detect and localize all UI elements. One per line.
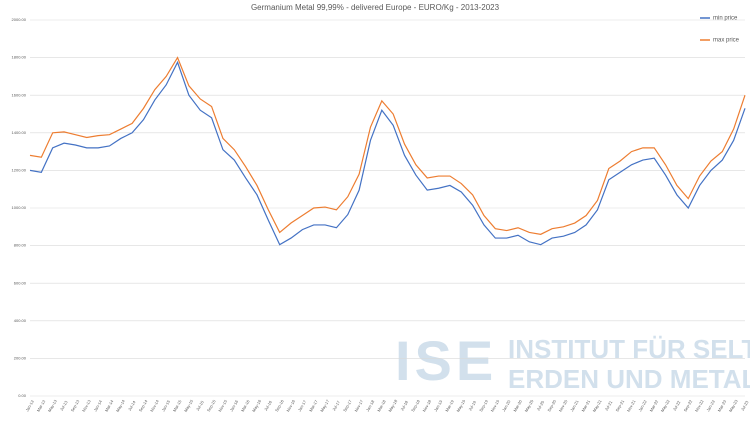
x-tick-label: Sep-13	[70, 398, 81, 412]
x-tick-label: Jan-14	[92, 399, 103, 413]
x-tick-label: Nov-14	[149, 398, 160, 412]
x-tick-label: Jan-21	[569, 399, 580, 413]
x-tick-label: May-16	[251, 398, 262, 413]
x-tick-label: Sep-21	[614, 398, 625, 412]
x-tick-label: Nov-17	[353, 398, 364, 412]
x-tick-label: Jul-15	[195, 399, 205, 412]
x-tick-label: Jul-22	[672, 399, 682, 412]
y-tick-label: 600.00	[14, 280, 27, 285]
x-tick-label: May-15	[183, 398, 194, 413]
x-tick-label: Jan-15	[161, 399, 172, 413]
x-tick-label: Jan-23	[705, 399, 716, 413]
y-tick-label: 800.00	[14, 243, 27, 248]
x-tick-label: Nov-22	[694, 398, 705, 412]
x-tick-label: Jan-20	[501, 399, 512, 413]
x-tick-label: Sep-16	[274, 398, 285, 412]
watermark-line: ERDEN UND METALLE AG	[508, 364, 750, 394]
x-tick-label: Nov-16	[285, 398, 296, 412]
y-tick-label: 2000.00	[12, 17, 27, 22]
x-tick-label: Sep-17	[342, 398, 353, 412]
x-tick-label: Sep-15	[206, 398, 217, 412]
chart-title: Germanium Metal 99,99% - delivered Europ…	[251, 3, 500, 12]
x-tick-label: Sep-14	[138, 398, 149, 412]
legend-label: min price	[713, 16, 738, 22]
watermark: ISE INSTITUT FÜR SELTENE ERDEN UND METAL…	[395, 329, 750, 394]
x-tick-label: Mar-23	[717, 398, 728, 412]
x-tick-label: Sep-22	[682, 398, 693, 412]
x-tick-label: May-13	[47, 398, 58, 413]
x-tick-label: Jan-17	[297, 399, 308, 413]
x-tick-label: Sep-18	[410, 398, 421, 412]
x-tick-label: Mar-13	[36, 398, 47, 412]
x-tick-label: Mar-16	[240, 398, 251, 412]
x-tick-label: Mar-21	[580, 398, 591, 412]
x-tick-label: Jan-19	[433, 399, 444, 413]
legend-label: max price	[713, 38, 740, 44]
x-tick-label: Jul-14	[127, 399, 137, 412]
x-tick-label: Jan-16	[229, 399, 240, 413]
x-tick-label: Nov-15	[217, 398, 228, 412]
watermark-line: INSTITUT FÜR SELTENE	[508, 334, 750, 364]
x-tick-label: Jul-17	[331, 399, 341, 412]
x-tick-label: Jul-13	[59, 399, 69, 412]
y-tick-label: 1800.00	[12, 55, 27, 60]
x-tick-label: Mar-18	[376, 398, 387, 412]
x-tick-label: Nov-18	[421, 398, 432, 412]
y-tick-label: 1200.00	[12, 167, 27, 172]
x-tick-label: May-19	[455, 398, 466, 413]
x-tick-label: Jul-19	[467, 399, 477, 412]
x-tick-label: Mar-15	[172, 398, 183, 412]
x-tick-label: Jul-18	[399, 399, 409, 412]
x-tick-label: May-18	[387, 398, 398, 413]
x-tick-label: Nov-19	[490, 398, 501, 412]
y-tick-label: 200.00	[14, 355, 27, 360]
x-tick-label: Jan-18	[365, 399, 376, 413]
line-series	[29, 60, 746, 246]
watermark-logo: ISE	[395, 329, 497, 392]
x-tick-label: May-17	[319, 398, 330, 413]
x-tick-label: Mar-22	[648, 398, 659, 412]
x-tick-label: Mar-17	[308, 398, 319, 412]
x-tick-label: Mar-20	[512, 398, 523, 412]
x-tick-label: May-20	[523, 398, 534, 413]
x-tick-label: Nov-21	[626, 398, 637, 412]
x-tick-label: Mar-19	[444, 398, 455, 412]
x-tick-label: May-14	[115, 398, 126, 413]
x-tick-label: Jul-23	[740, 399, 750, 412]
x-tick-label: Sep-20	[546, 398, 557, 412]
x-tick-label: May-23	[728, 398, 739, 413]
y-tick-label: 1000.00	[12, 205, 27, 210]
line-series	[29, 56, 746, 235]
x-tick-label: Jul-21	[604, 399, 614, 412]
x-tick-label: Mar-14	[104, 398, 115, 412]
x-tick-label: Jul-20	[535, 399, 545, 412]
x-tick-label: May-22	[660, 398, 671, 413]
x-tick-label: Jul-16	[263, 399, 273, 412]
x-tick-label: Nov-13	[81, 398, 92, 412]
y-tick-label: 1400.00	[12, 130, 27, 135]
y-tick-label: 1600.00	[12, 92, 27, 97]
y-tick-label: 0.00	[18, 393, 27, 398]
x-tick-label: Sep-19	[478, 398, 489, 412]
x-tick-label: Jan-22	[637, 399, 648, 413]
x-tick-label: May-21	[592, 398, 603, 413]
y-tick-label: 400.00	[14, 318, 27, 323]
x-tick-label: Nov-20	[558, 398, 569, 412]
x-tick-label: Jan-13	[24, 399, 35, 413]
